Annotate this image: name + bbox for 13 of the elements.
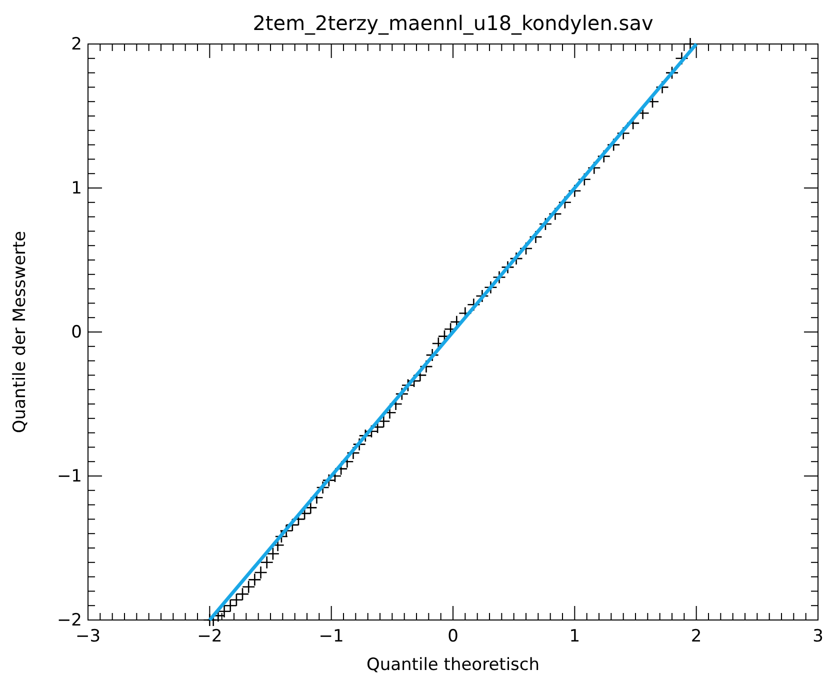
x-tick-label: 0 xyxy=(448,626,458,646)
chart-title: 2tem_2terzy_maennl_u18_kondylen.sav xyxy=(252,11,654,35)
y-tick-label: −1 xyxy=(56,466,82,486)
y-tick-label: 0 xyxy=(71,322,82,342)
y-tick-label: 2 xyxy=(71,34,82,54)
x-tick-label: 1 xyxy=(569,626,580,646)
x-tick-label: −2 xyxy=(197,626,222,646)
x-tick-label: 2 xyxy=(690,626,702,646)
y-axis-title: Quantile der Messwerte xyxy=(10,230,30,434)
x-tick-label: −1 xyxy=(318,626,344,646)
x-tick-label: 3 xyxy=(812,626,824,646)
x-axis-title: Quantile theoretisch xyxy=(366,655,540,675)
y-tick-label: 1 xyxy=(71,178,82,198)
